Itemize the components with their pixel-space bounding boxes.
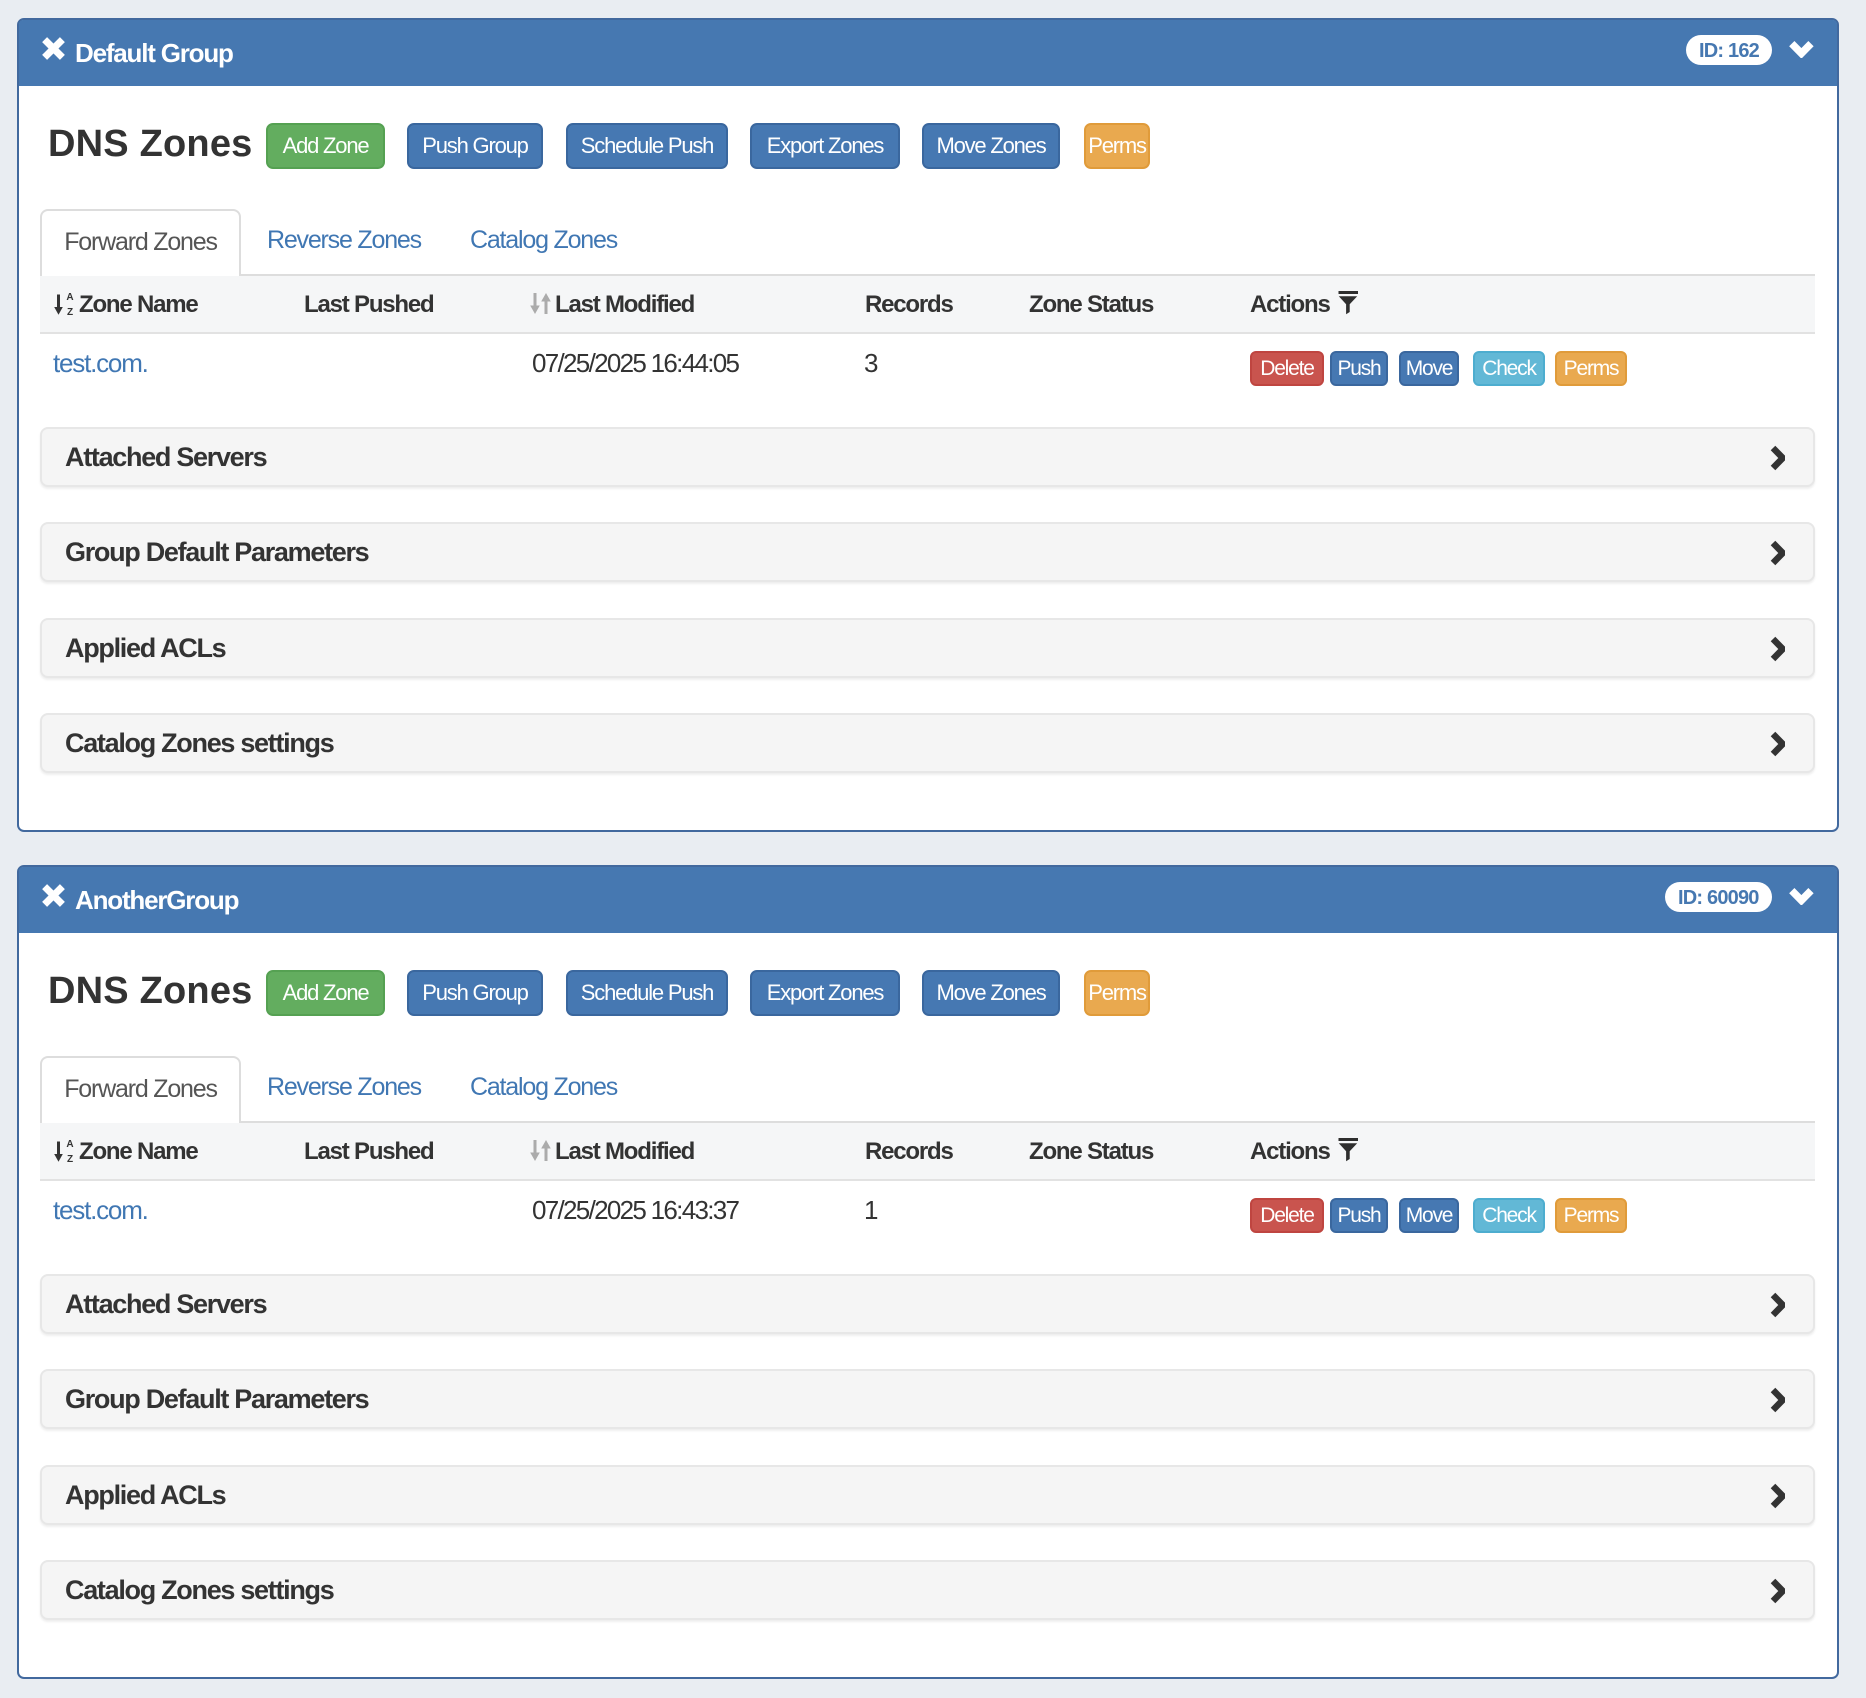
svg-text:A: A (66, 293, 73, 303)
svg-text:A: A (66, 1140, 73, 1150)
svg-text:Z: Z (67, 307, 73, 316)
svg-text:Z: Z (67, 1154, 73, 1163)
